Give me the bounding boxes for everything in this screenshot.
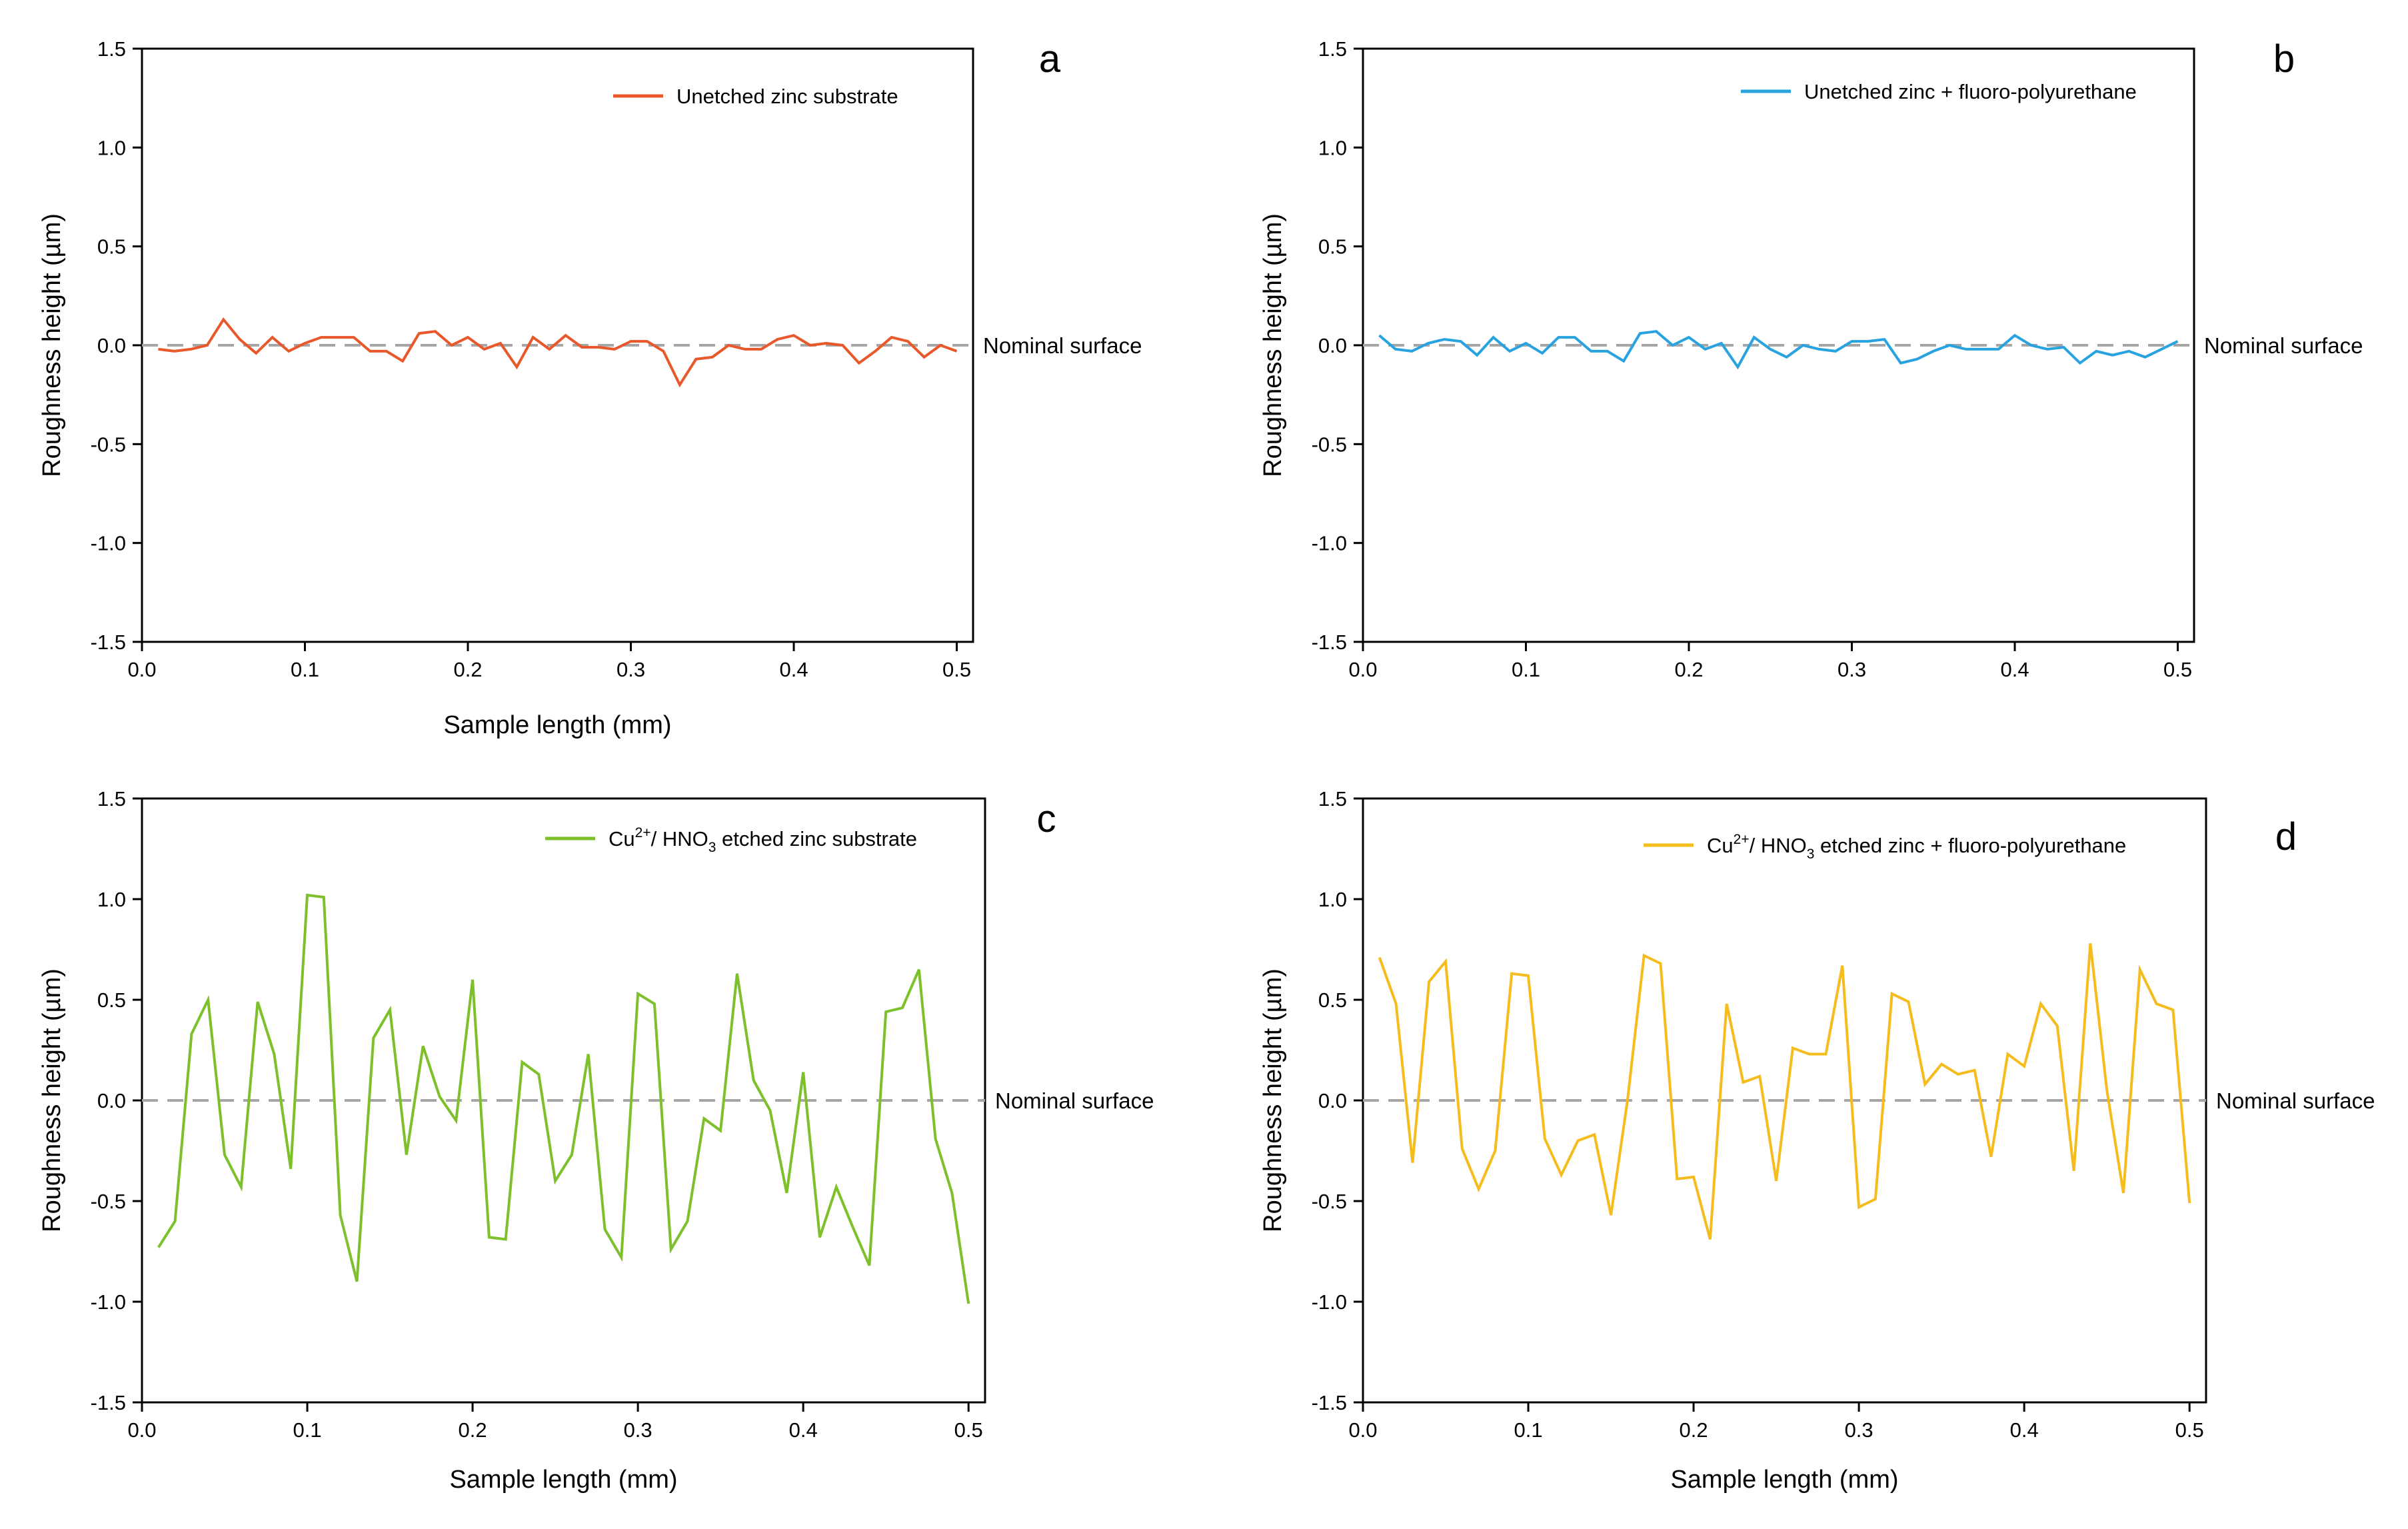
x-tick-label: 0.2 (459, 1418, 487, 1442)
x-tick-label: 0.1 (291, 658, 319, 681)
legend-label: Cu2+/ HNO3 etched zinc + fluoro-polyuret… (1707, 832, 2126, 862)
y-tick-label: 0.0 (97, 1089, 126, 1112)
y-tick-label: -1.5 (91, 631, 126, 654)
panel-label: c (1037, 797, 1056, 840)
y-tick-label: -0.5 (91, 433, 126, 456)
nominal-surface-label: Nominal surface (2216, 1088, 2375, 1113)
nominal-surface-label: Nominal surface (995, 1088, 1154, 1113)
legend-label: Cu2+/ HNO3 etched zinc substrate (608, 825, 917, 855)
y-tick-label: -0.5 (1312, 433, 1347, 456)
y-tick-label: 0.0 (1318, 1089, 1347, 1112)
series-line (158, 317, 958, 388)
x-tick-label: 0.1 (1512, 658, 1540, 681)
x-tick-label: 0.4 (789, 1418, 818, 1442)
y-axis-label: Roughness height (µm) (38, 213, 66, 477)
x-tick-label: 0.0 (127, 658, 156, 681)
y-tick-label: -1.0 (91, 532, 126, 555)
x-tick-label: 0.1 (293, 1418, 321, 1442)
x-tick-label: 0.0 (1348, 1418, 1377, 1442)
x-tick-label: 0.1 (1514, 1418, 1542, 1442)
x-tick-label: 0.5 (2175, 1418, 2204, 1442)
x-tick-label: 0.2 (1680, 1418, 1708, 1442)
panel-label: d (2275, 815, 2297, 858)
y-axis-label: Roughness height (µm) (38, 968, 66, 1232)
x-tick-label: 0.0 (1348, 658, 1377, 681)
panel-label: b (2273, 37, 2295, 81)
y-tick-label: -1.5 (1312, 631, 1347, 654)
x-tick-label: 0.0 (127, 1418, 156, 1442)
y-tick-label: 0.0 (97, 334, 126, 357)
y-axis-label: Roughness height (µm) (1259, 968, 1287, 1232)
legend-label: Unetched zinc + fluoro-polyurethane (1804, 80, 2137, 103)
y-tick-label: 1.0 (1318, 888, 1347, 911)
y-tick-label: 0.5 (97, 988, 126, 1012)
panel-label: a (1039, 37, 1061, 81)
x-tick-label: 0.5 (954, 1418, 983, 1442)
x-tick-label: 0.3 (1845, 1418, 1873, 1442)
y-tick-label: 1.5 (1318, 787, 1347, 810)
x-axis-label: Sample length (mm) (443, 711, 671, 739)
y-tick-label: -1.0 (1312, 1290, 1347, 1314)
y-tick-label: 0.5 (1318, 988, 1347, 1012)
y-tick-label: 1.0 (1318, 136, 1347, 159)
chart-panel-d: 1.51.00.50.0-0.5-1.0-1.50.0 0.1 0.2 0.3 0.4 0… (1259, 787, 2375, 1494)
series-line (1378, 330, 2179, 370)
y-tick-label: -0.5 (1312, 1190, 1347, 1213)
x-tick-label: 0.3 (624, 1418, 652, 1442)
x-tick-label: 0.3 (616, 658, 645, 681)
x-axis-label: Sample length (mm) (1670, 1466, 1898, 1494)
chart-panel-b: 1.51.00.50.0-0.5-1.0-1.50.0 0.1 0.2 0.3 0.4 0… (1259, 37, 2363, 681)
legend-label: Unetched zinc substrate (676, 85, 898, 108)
x-tick-label: 0.4 (2010, 1418, 2039, 1442)
x-tick-label: 0.4 (2000, 658, 2029, 681)
nominal-surface-label: Nominal surface (983, 333, 1142, 358)
y-tick-label: 1.5 (97, 787, 126, 810)
series-line (1378, 943, 2191, 1240)
y-tick-label: 0.5 (1318, 235, 1347, 259)
chart-panel-a: 1.51.00.50.0-0.5-1.0-1.50.0 0.1 0.2 0.3 0.4 0… (38, 37, 1142, 739)
x-tick-label: 0.2 (453, 658, 482, 681)
series-line (157, 893, 970, 1304)
y-axis-label: Roughness height (µm) (1259, 213, 1287, 477)
x-tick-label: 0.5 (942, 658, 971, 681)
y-tick-label: -1.0 (91, 1290, 126, 1314)
y-tick-label: 0.0 (1318, 334, 1347, 357)
x-tick-label: 0.4 (779, 658, 808, 681)
y-tick-label: -1.0 (1312, 532, 1347, 555)
y-tick-label: 0.5 (97, 235, 126, 259)
x-axis-label: Sample length (mm) (449, 1466, 677, 1494)
y-tick-label: -0.5 (91, 1190, 126, 1213)
nominal-surface-label: Nominal surface (2204, 333, 2363, 358)
y-tick-label: 1.0 (97, 888, 126, 911)
y-tick-label: 1.5 (97, 37, 126, 61)
x-tick-label: 0.2 (1674, 658, 1703, 681)
x-tick-label: 0.5 (2163, 658, 2192, 681)
y-tick-label: -1.5 (91, 1391, 126, 1414)
x-tick-label: 0.3 (1837, 658, 1866, 681)
y-tick-label: 1.5 (1318, 37, 1347, 61)
y-tick-label: -1.5 (1312, 1391, 1347, 1414)
y-tick-label: 1.0 (97, 136, 126, 159)
chart-panel-c: 1.51.00.50.0-0.5-1.0-1.50.0 0.1 0.2 0.3 0.4 0… (38, 787, 1154, 1494)
